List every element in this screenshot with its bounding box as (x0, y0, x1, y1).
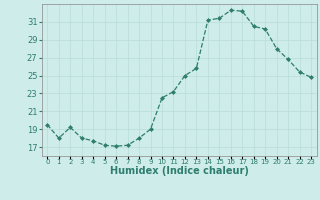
X-axis label: Humidex (Indice chaleur): Humidex (Indice chaleur) (110, 166, 249, 176)
